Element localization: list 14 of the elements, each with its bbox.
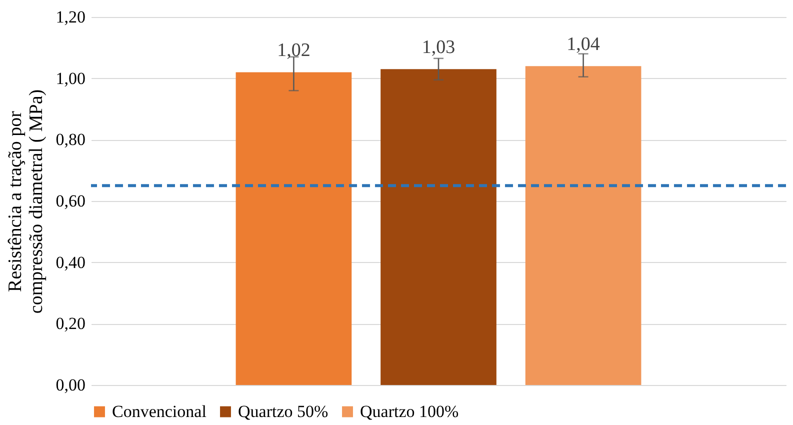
y-tick-label: 0,00 (56, 376, 86, 394)
legend-label: Quartzo 50% (238, 402, 328, 421)
y-tick-label: 1,20 (56, 8, 86, 26)
y-tick-label: 0,20 (56, 314, 86, 334)
y-tick-label: 0,40 (56, 252, 86, 272)
y-tick-label: 0,80 (56, 130, 86, 150)
data-label: 1,02 (277, 40, 310, 62)
data-label: 1,04 (566, 34, 600, 56)
y-tick-label: 0,60 (56, 192, 86, 210)
legend-label: Quartzo 100% (360, 402, 459, 421)
data-label: 1,03 (422, 37, 456, 58)
legend-label: Convencional (112, 402, 207, 421)
y-axis-title: Resistência a tração por compressão diametral ( MPa) (4, 89, 47, 314)
y-tick-label: 1,00 (56, 68, 86, 88)
